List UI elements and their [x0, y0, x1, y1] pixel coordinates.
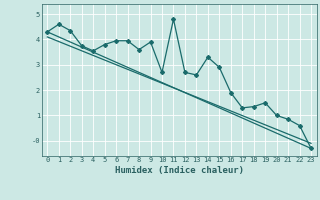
X-axis label: Humidex (Indice chaleur): Humidex (Indice chaleur) [115, 166, 244, 175]
